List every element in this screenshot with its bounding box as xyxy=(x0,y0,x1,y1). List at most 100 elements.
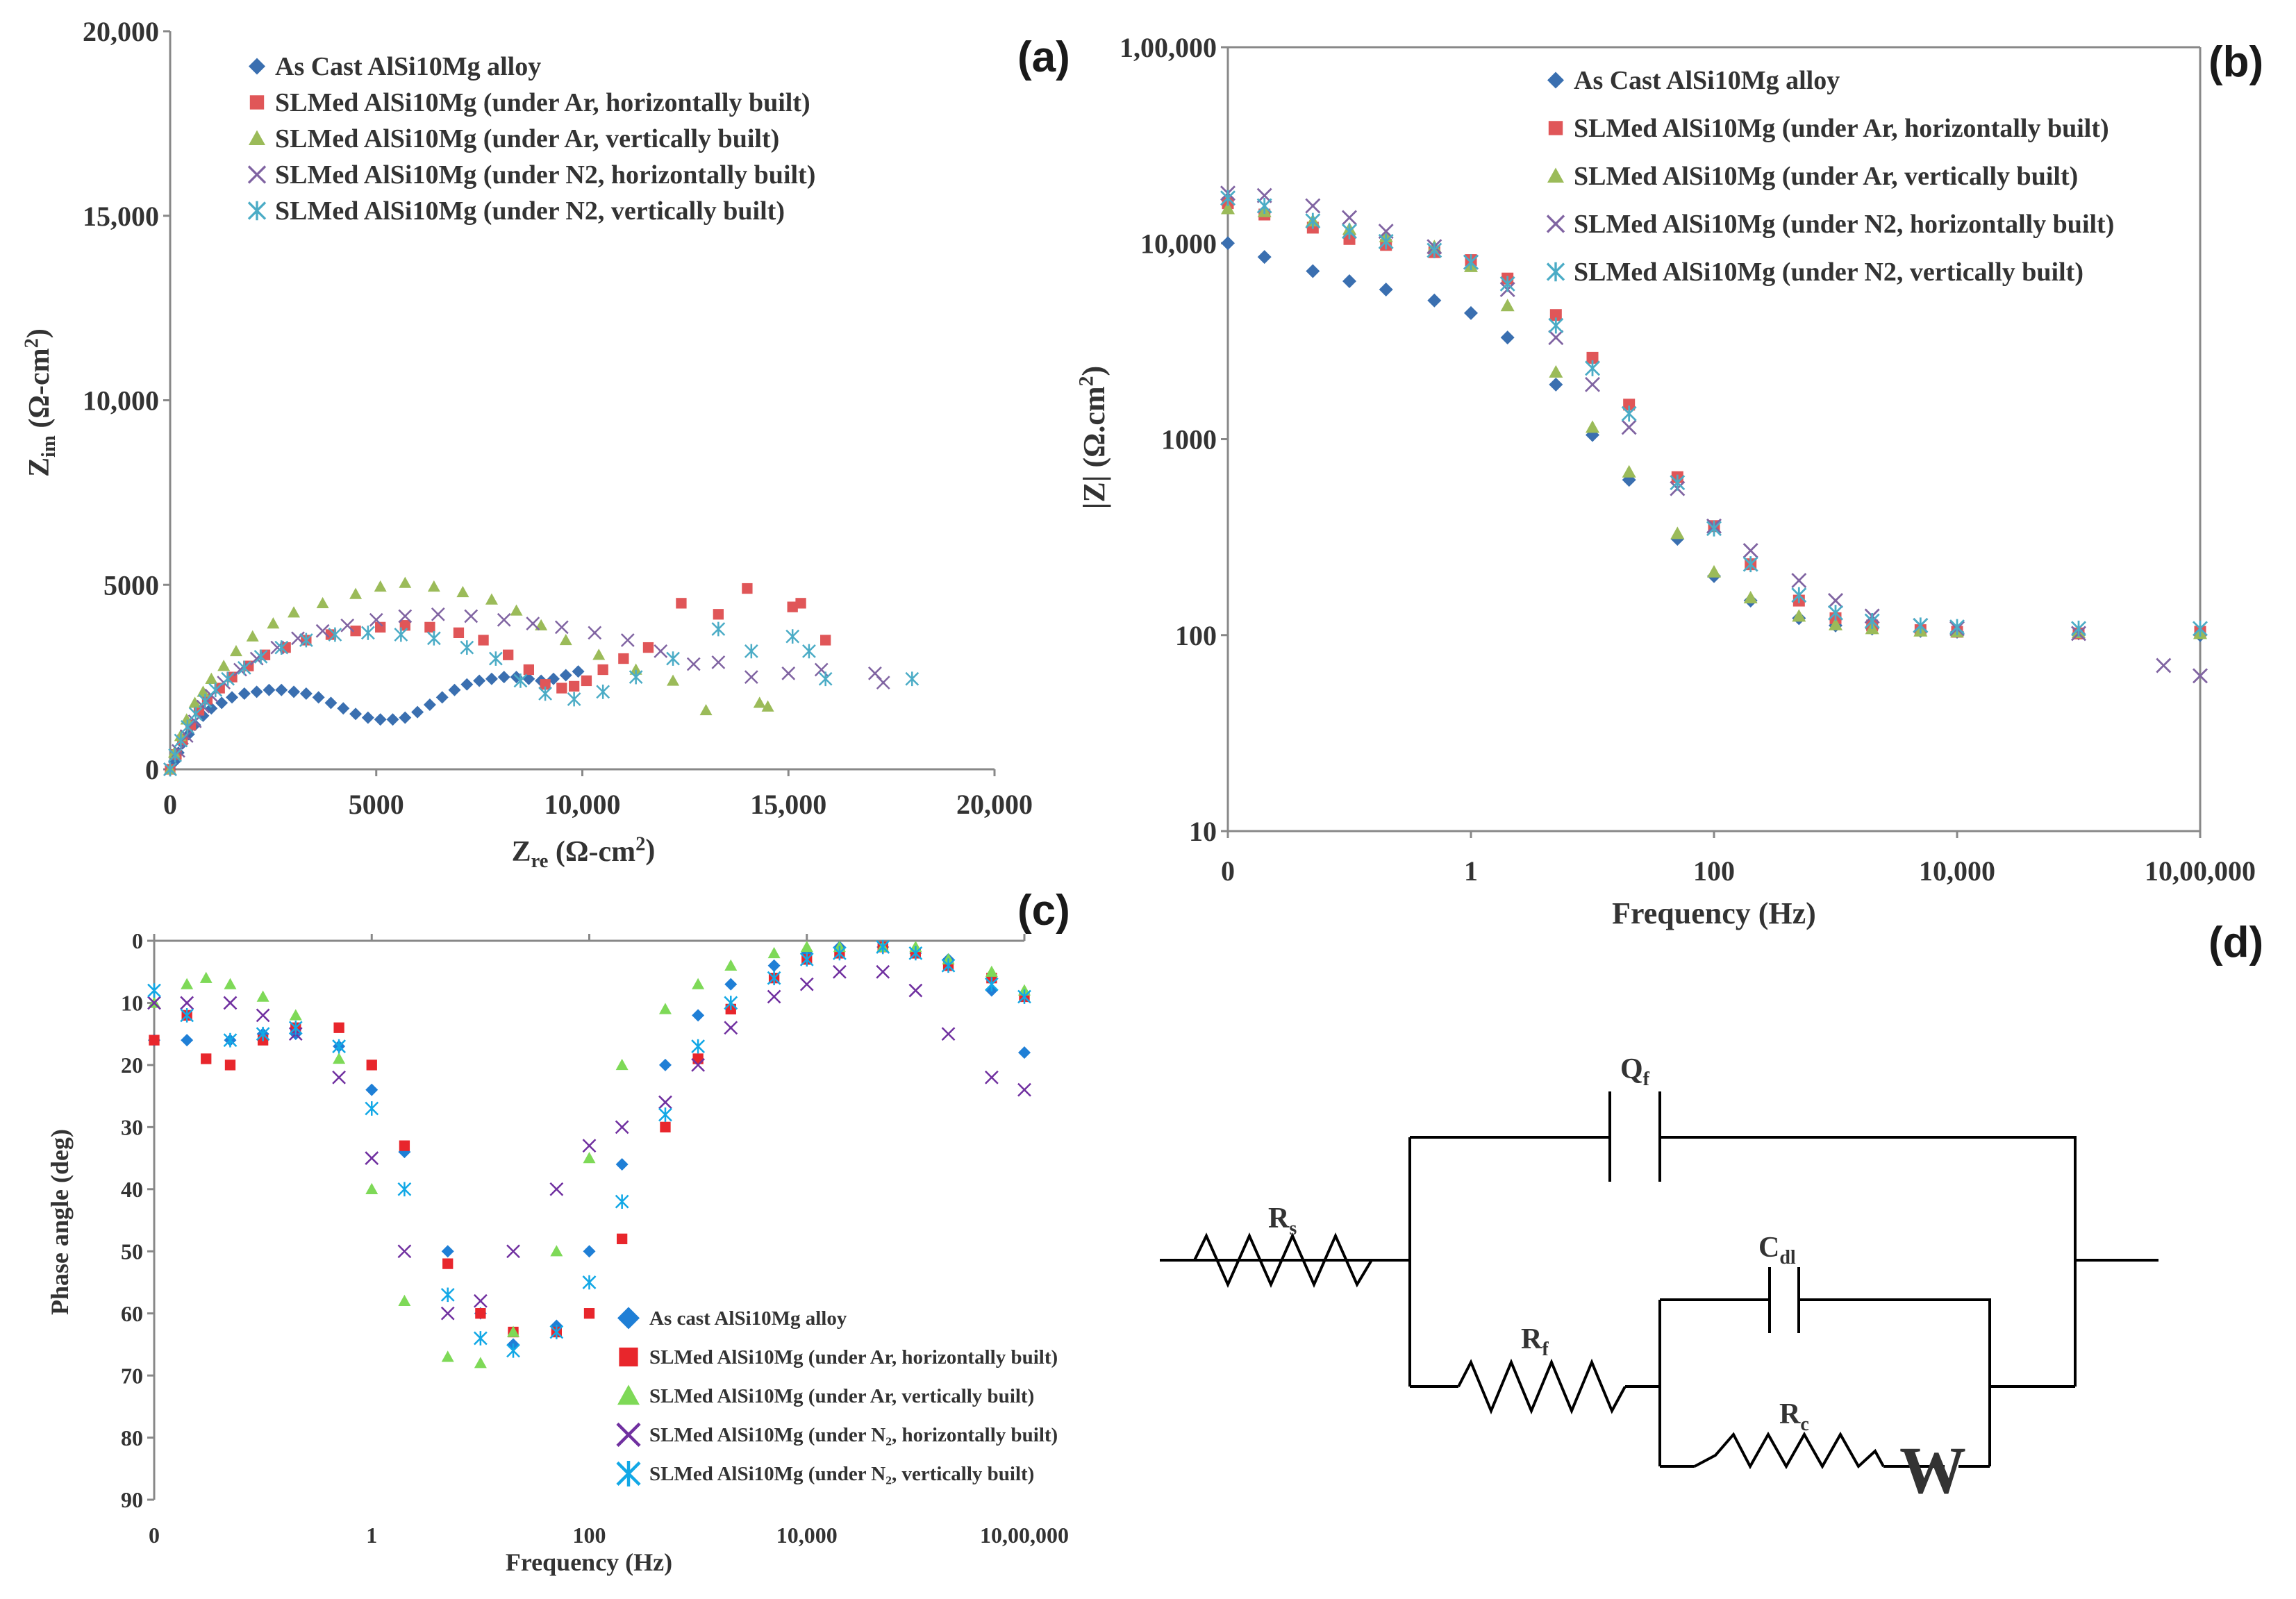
data-point xyxy=(642,642,654,653)
legend-marker xyxy=(1546,262,1565,282)
data-point xyxy=(440,1306,455,1321)
data-point xyxy=(1623,399,1636,411)
data-point xyxy=(660,1121,671,1132)
data-point xyxy=(559,669,572,682)
legend-marker xyxy=(247,201,267,221)
data-point xyxy=(267,617,280,629)
data-point xyxy=(802,644,816,659)
data-point xyxy=(221,671,235,687)
data-point xyxy=(1622,464,1636,478)
data-point xyxy=(398,1294,411,1306)
data-point xyxy=(1828,605,1843,621)
x-axis-title: Frequency (Hz) xyxy=(1612,896,1816,930)
data-point xyxy=(497,612,511,627)
data-point xyxy=(1221,236,1235,251)
data-point xyxy=(658,1095,672,1110)
data-point xyxy=(629,669,643,685)
data-point xyxy=(799,952,814,967)
data-point xyxy=(485,593,498,605)
data-point xyxy=(1864,612,1880,629)
y-tick-label: 10 xyxy=(1189,816,1217,847)
data-point xyxy=(1500,330,1515,345)
legend-marker xyxy=(617,1307,640,1330)
data-point xyxy=(554,620,569,635)
data-point xyxy=(1342,274,1356,288)
data-point xyxy=(201,1053,212,1064)
legend-label: SLMed AlSi10Mg (under Ar, horizontally b… xyxy=(275,88,810,117)
data-point xyxy=(506,1343,520,1358)
legend-marker xyxy=(616,1422,641,1448)
data-point xyxy=(431,607,445,621)
legend-entry-slmed-alsi10mg-under-n-vertically-built: SLMed AlSi10Mg (under N₂, vertically bui… xyxy=(616,1461,1034,1487)
data-point xyxy=(658,1003,672,1014)
data-point xyxy=(699,703,713,716)
data-point xyxy=(818,671,833,687)
y-tick-label: 0 xyxy=(145,754,159,785)
legend-entry-slmed-alsi10mg-under-n2-vertically-built: SLMed AlSi10Mg (under N2, vertically bui… xyxy=(1546,258,2083,287)
data-point xyxy=(941,1027,956,1041)
data-point xyxy=(473,1331,488,1346)
data-point xyxy=(1426,242,1442,258)
data-point xyxy=(1792,609,1806,622)
data-point xyxy=(1464,305,1478,320)
series-as-cast-alsi10mg-alloy xyxy=(1221,236,2207,642)
data-point xyxy=(744,670,758,685)
x-tick-label: 100 xyxy=(573,1523,606,1548)
data-point xyxy=(1500,299,1515,312)
legend-marker xyxy=(249,95,265,110)
y-tick-label: 10 xyxy=(121,991,143,1016)
data-point xyxy=(1548,317,1564,334)
legend-label: SLMed AlSi10Mg (under N2, horizontally b… xyxy=(275,160,815,190)
x-tick-label: 10,000 xyxy=(776,1523,838,1548)
y-tick-label: 1000 xyxy=(1161,424,1217,455)
legend-label: SLMed AlSi10Mg (under N2, horizontally b… xyxy=(1574,210,2114,239)
data-point xyxy=(453,627,465,638)
data-point xyxy=(615,1158,629,1171)
data-point xyxy=(781,666,796,680)
data-point xyxy=(366,1060,377,1071)
x-tick-label: 1 xyxy=(366,1523,377,1548)
data-point xyxy=(767,946,781,959)
data-point xyxy=(180,713,193,725)
data-point xyxy=(1548,330,1564,346)
data-point xyxy=(559,633,572,646)
data-point xyxy=(1549,377,1563,392)
legend-label: As Cast AlSi10Mg alloy xyxy=(1574,66,1840,95)
data-point xyxy=(549,1325,564,1339)
data-point xyxy=(441,1245,454,1258)
data-point xyxy=(361,711,374,724)
data-point xyxy=(399,711,412,724)
data-point xyxy=(442,1258,454,1269)
y-tick-label: 15,000 xyxy=(83,201,159,232)
data-point xyxy=(485,672,498,685)
data-point xyxy=(615,1058,629,1071)
data-point xyxy=(332,1070,346,1085)
data-point xyxy=(620,633,635,647)
data-point xyxy=(1670,474,1686,491)
series-slmed-alsi10mg-under-n-vertically-built xyxy=(147,939,1031,1358)
legend-label: SLMed AlSi10Mg (under Ar, vertically bui… xyxy=(649,1385,1034,1407)
data-point xyxy=(686,657,701,671)
data-point xyxy=(523,664,534,676)
data-point xyxy=(197,685,210,697)
data-point xyxy=(799,977,814,991)
data-point xyxy=(583,1308,595,1319)
data-point xyxy=(181,1034,194,1047)
data-point xyxy=(713,609,724,620)
data-point xyxy=(654,644,668,658)
data-point xyxy=(666,651,680,666)
legend-marker xyxy=(1546,215,1565,233)
data-point xyxy=(399,1140,410,1151)
data-point xyxy=(658,1058,672,1071)
data-point xyxy=(427,580,440,592)
data-point xyxy=(1586,351,1599,364)
data-point xyxy=(692,1009,705,1022)
data-point xyxy=(2071,620,2086,637)
data-point xyxy=(908,983,923,998)
data-point xyxy=(526,617,540,630)
data-point xyxy=(691,1057,706,1072)
data-point xyxy=(181,978,194,989)
data-point xyxy=(399,576,412,588)
legend-label: SLMed AlSi10Mg (under N2, vertically bui… xyxy=(275,196,785,226)
data-point xyxy=(767,971,781,986)
